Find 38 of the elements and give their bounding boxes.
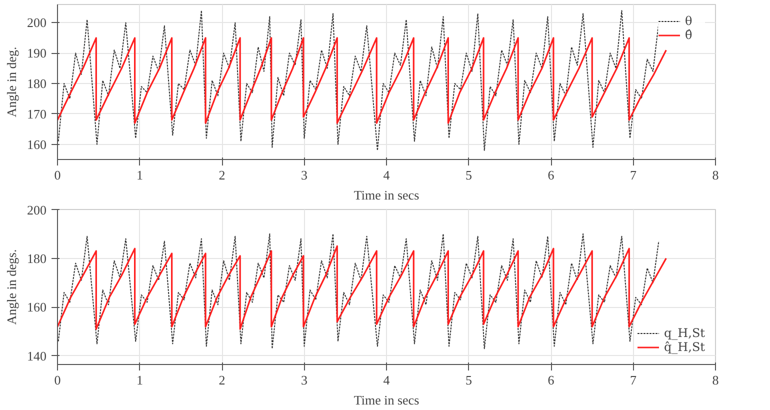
x-tick-label: 4 [383,168,390,182]
x-tick-label: 7 [630,372,637,388]
y-tick-label: 160 [27,136,46,152]
y-tick-label: 160 [27,300,46,315]
x-tick-label: 8 [712,372,719,388]
x-tick-label: 3 [301,372,308,388]
legend-label: θ [685,14,694,28]
y-tick-label: 180 [27,250,46,266]
x-tick-label: 5 [466,372,472,388]
x-tick-label: 5 [466,168,472,182]
line-series [58,233,660,350]
x-tick-label: 4 [383,372,390,388]
y-axis-title: Angle in deg. [4,46,19,118]
y-tick-label: 180 [27,76,46,92]
legend-label: q̂_H,St [664,340,705,354]
x-tick-label: 1 [136,372,143,388]
y-tick-label: 190 [27,46,46,61]
x-tick-label: 6 [548,372,555,388]
y-tick-label: 200 [27,15,46,30]
x-axis-title: Time in secs [354,188,420,202]
x-tick-label: 8 [712,168,719,182]
x-tick-label: 1 [136,168,143,182]
y-tick-label: 200 [27,202,46,218]
legend-label: θ̂ [685,28,694,42]
x-tick-label: 7 [630,168,637,182]
line-series [58,245,667,330]
x-tick-label: 2 [218,168,226,182]
x-tick-label: 6 [548,168,555,182]
y-axis-title: Angle in degs. [4,249,19,325]
x-tick-label: 0 [54,168,61,182]
y-tick-label: 140 [27,348,46,364]
y-tick-label: 170 [27,106,46,122]
legend-label: q_H,St [664,326,705,340]
x-tick-label: 0 [54,372,61,388]
x-tick-label: 3 [301,168,308,182]
x-axis-title: Time in secs [354,392,420,408]
x-tick-label: 2 [218,372,226,388]
line-series [58,37,667,124]
